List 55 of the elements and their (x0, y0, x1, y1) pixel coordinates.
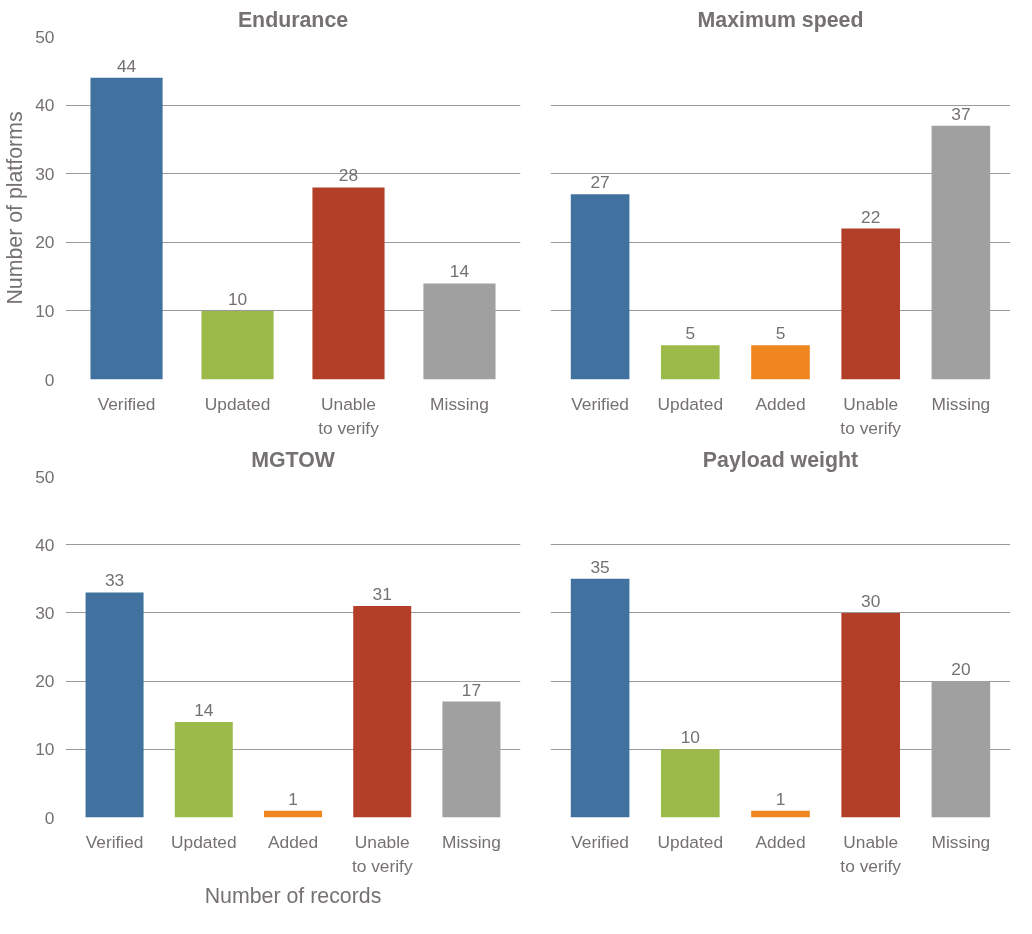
chart-title: Maximum speed (697, 7, 864, 32)
x-tick-label: Added (755, 831, 806, 852)
x-tick-label: Missing (442, 831, 501, 852)
y-tick-label: 50 (35, 26, 55, 47)
data-label: 5 (775, 323, 786, 344)
data-label: 10 (227, 288, 248, 309)
y-tick-label: 0 (44, 369, 55, 390)
x-tick-label: Updated (171, 831, 237, 852)
data-label: 1 (775, 788, 786, 809)
x-tick-label: Missing (931, 393, 991, 414)
data-label: 44 (116, 55, 137, 76)
y-tick-label: 0 (44, 807, 55, 828)
y-tick-label: 50 (35, 466, 55, 487)
data-label: 20 (951, 659, 971, 680)
x-tick-label: Unable to verify (318, 393, 380, 438)
data-label: 35 (590, 556, 610, 577)
data-label: 22 (861, 206, 881, 227)
y-tick-label: 40 (35, 534, 55, 555)
data-label: 14 (194, 700, 214, 721)
data-label: 5 (685, 323, 696, 344)
data-label: 31 (372, 584, 392, 605)
data-label: 30 (861, 590, 881, 611)
y-tick-label: 20 (35, 671, 55, 692)
y-tick-label: 30 (35, 602, 55, 623)
x-axis-title: Number of records (204, 883, 382, 908)
x-tick-label: Updated (204, 393, 271, 414)
data-label: 1 (288, 788, 298, 809)
x-tick-label: Verified (571, 831, 630, 852)
y-tick-label: 10 (35, 739, 55, 760)
y-tick-label: 40 (35, 95, 55, 116)
x-tick-label: Verified (85, 831, 144, 852)
x-tick-label: Updated (657, 831, 724, 852)
chart-title: MGTOW (251, 447, 336, 472)
y-tick-label: 30 (35, 163, 55, 184)
x-tick-label: Unable to verify (840, 393, 902, 438)
data-label: 10 (680, 727, 700, 748)
y-tick-label: 20 (35, 232, 55, 253)
x-tick-label: Unable to verify (840, 831, 902, 876)
data-label: 27 (590, 172, 610, 193)
chart-title: Endurance (237, 7, 349, 32)
x-tick-label: Missing (931, 831, 991, 852)
x-tick-label: Verified (97, 393, 156, 414)
data-label: 37 (951, 103, 971, 124)
x-tick-label: Missing (430, 393, 489, 414)
y-tick-label: 10 (35, 300, 55, 321)
y-axis-title: Number of platforms (3, 111, 28, 305)
data-label: 17 (461, 679, 482, 700)
x-tick-label: Added (755, 393, 806, 414)
chart-title: Payload weight (702, 447, 859, 472)
data-label: 33 (104, 570, 125, 591)
x-tick-label: Added (267, 831, 319, 852)
x-tick-label: Unable to verify (351, 831, 413, 876)
data-label: 14 (449, 261, 470, 282)
x-tick-label: Updated (657, 393, 724, 414)
x-tick-label: Verified (571, 393, 630, 414)
